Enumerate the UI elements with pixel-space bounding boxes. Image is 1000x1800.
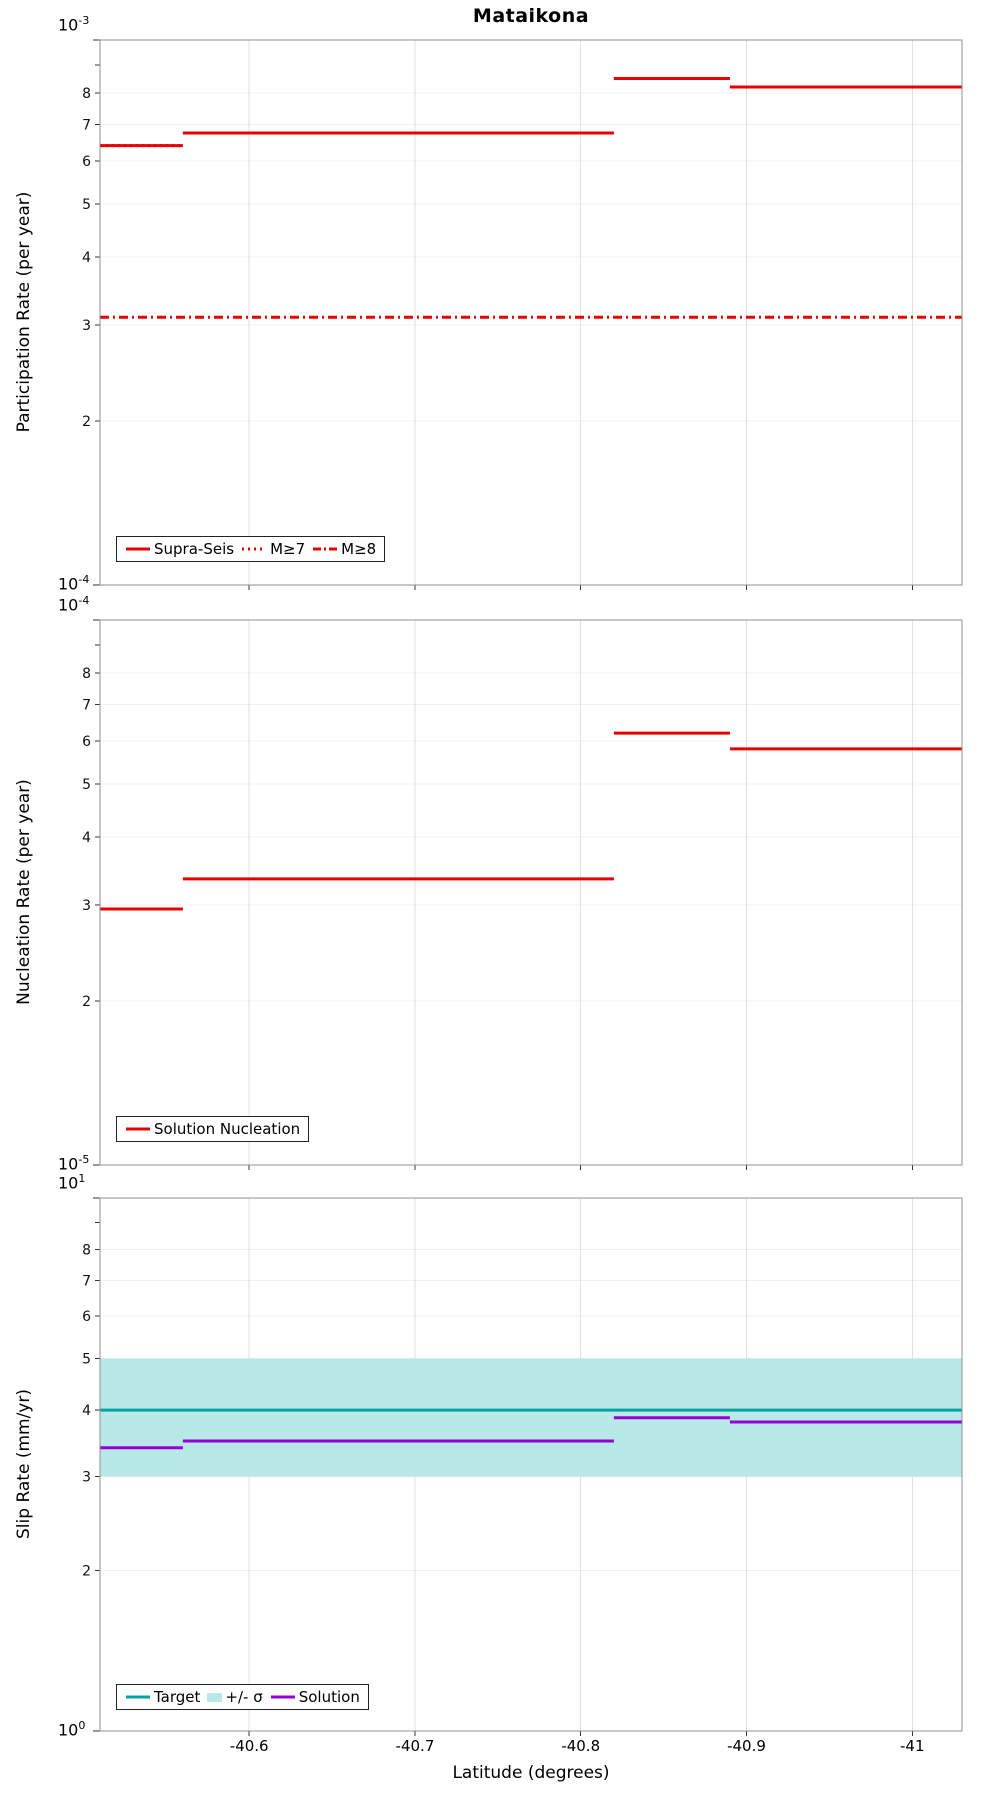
y-tick-label: 6 [82,154,91,170]
y-tick-label: 5 [82,197,91,213]
y-tick-label: 4 [82,1403,91,1419]
legend-label: M≥7 [270,540,306,558]
solid-line-sample-icon [270,1695,295,1699]
y-tick-label: 6 [82,1309,91,1325]
solid-line-sample-icon [126,1127,150,1131]
legend-item-supra-seis: Supra-Seis [125,540,234,558]
band- [100,1358,962,1477]
x-tick-label: -40.6 [229,1737,269,1755]
y-axis-scale-top-participation: 10-3 [58,14,90,35]
y-axis-scale-bottom-nucleation: 10-5 [58,1153,90,1174]
band-patch-icon [207,1692,223,1702]
y-axis-scale-top-nucleation: 10-4 [58,594,90,615]
y-axis-scale-bottom-participation: 10-4 [58,573,90,594]
x-tick-label: -40.8 [561,1737,601,1755]
y-axis-scale-bottom-slip-rate: 100 [58,1719,86,1740]
y-tick-label: 8 [82,666,91,682]
y-tick-label: 5 [82,777,91,793]
y-tick-label: 3 [82,318,91,334]
legend-label: Target [154,1688,201,1706]
solid-line-sample-icon [126,1695,150,1699]
legend-item-sigma-band: +/- σ [207,1688,263,1706]
y-tick-label: 3 [82,1470,91,1486]
y-tick-label: 6 [82,734,91,750]
legend-label: Supra-Seis [154,540,235,558]
y-axis-scale-top-slip-rate: 101 [58,1172,86,1193]
x-axis-label: Latitude (degrees) [452,1763,610,1783]
y-tick-label: 8 [82,86,91,102]
solid-line-sample-icon [126,547,150,551]
legend-nucleation: Solution Nucleation [116,1116,310,1142]
panel-slip-rate: 2 3 4 5 6 7 8 [82,1197,963,1736]
y-tick-label: 3 [82,898,91,914]
legend-label: +/- σ [225,1688,263,1706]
y-axis-label-participation: Participation Rate (per year) [14,191,34,433]
y-tick-label: 4 [82,830,91,846]
y-tick-label: 7 [82,117,91,133]
legend-item-target: Target [125,1688,200,1706]
y-tick-label: 2 [82,414,91,430]
y-tick-label: 7 [82,697,91,713]
legend-label: Solution Nucleation [154,1120,301,1138]
legend-item-solution-nucleation: Solution Nucleation [125,1120,300,1138]
x-tick-label: -40.7 [395,1737,435,1755]
x-tick-label: -41 [900,1737,925,1755]
panel-participation: 2 3 4 5 6 7 8 [82,39,963,590]
legend-label: Solution [298,1688,360,1706]
y-tick-label: 2 [82,1564,91,1580]
plot-frame [99,619,963,1166]
y-axis-label-nucleation: Nucleation Rate (per year) [14,779,34,1005]
y-axis-label-slip-rate: Slip Rate (mm/yr) [14,1389,34,1539]
legend-item-solution: Solution [270,1688,360,1706]
y-tick-label: 7 [82,1274,91,1290]
y-tick-label: 2 [82,994,91,1010]
x-tick-label: -40.9 [727,1737,766,1755]
legend-label: M≥8 [341,540,377,558]
panel-nucleation: 2 3 4 5 6 7 8 [82,619,963,1170]
y-tick-label: 4 [82,250,91,266]
legend-item-m7: M≥7 [241,540,305,558]
legend-participation: Supra-Seis M≥7 M≥8 [116,536,386,562]
legend-slip-rate: Target +/- σ Solution [116,1684,369,1710]
plot-frame [99,39,963,586]
chart-title: Mataikona [472,5,590,27]
y-tick-label: 5 [82,1351,91,1367]
legend-item-m8: M≥8 [312,540,376,558]
plot-frame [99,1197,963,1732]
dashdot-line-sample-icon [313,547,338,551]
dotted-line-sample-icon [242,547,267,551]
y-tick-label: 8 [82,1243,91,1259]
